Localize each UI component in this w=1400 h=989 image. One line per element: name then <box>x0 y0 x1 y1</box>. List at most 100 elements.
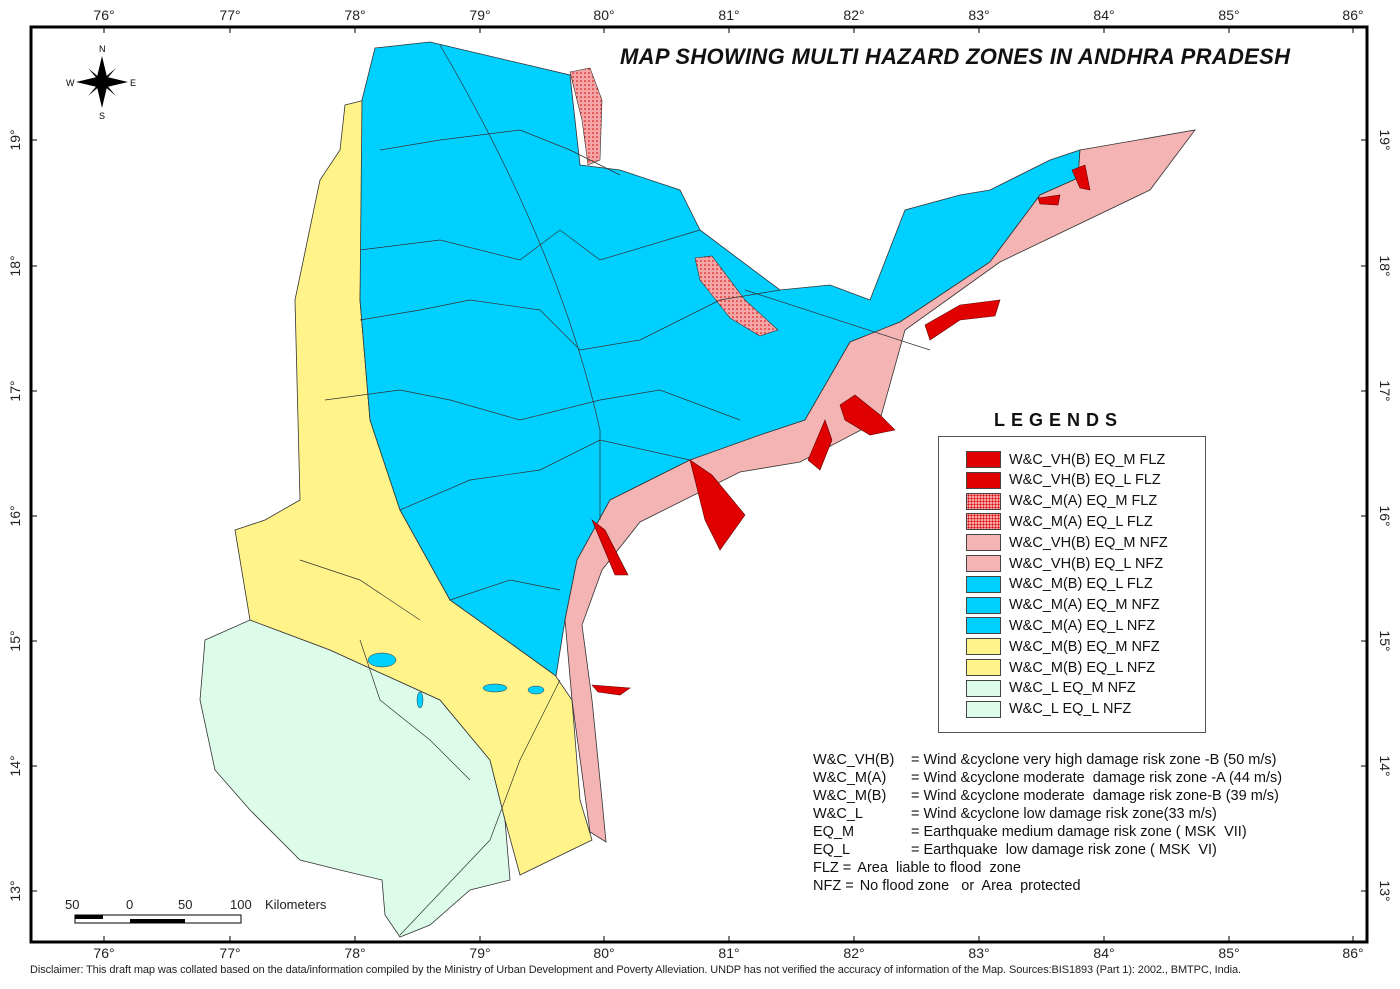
scale-label: 50 <box>65 897 79 912</box>
reservoirs <box>367 652 545 709</box>
map-title: MAP SHOWING MULTI HAZARD ZONES IN ANDHRA… <box>620 44 1291 69</box>
definition-value: = Wind &cyclone low damage risk zone(33 … <box>911 806 1217 822</box>
coordinate-tick-label: 81° <box>718 945 739 961</box>
coordinate-tick-label: 19° <box>7 129 23 150</box>
coordinate-tick-label: 15° <box>7 630 23 651</box>
legend-swatch <box>966 471 1001 489</box>
coordinate-tick-label: 13° <box>7 880 23 901</box>
abbreviation-definitions: W&C_VH(B) = Wind &cyclone very high damag… <box>813 751 1282 895</box>
scale-label: 0 <box>126 897 133 912</box>
legend-item: W&C_VH(B) EQ_L FLZ <box>966 470 1161 491</box>
coordinate-tick-label: 83° <box>968 7 989 23</box>
coordinate-tick-label: 19° <box>1377 129 1393 150</box>
coordinate-tick-label: 76° <box>93 945 114 961</box>
scale-unit: Kilometers <box>265 897 327 912</box>
compass-s: S <box>99 111 105 121</box>
legend-swatch <box>966 700 1001 718</box>
legend-item: W&C_M(A) EQ_L FLZ <box>966 511 1153 532</box>
legend-item: W&C_VH(B) EQ_L NFZ <box>966 553 1163 574</box>
legend-item: W&C_M(B) EQ_M NFZ <box>966 636 1160 657</box>
legend-item: W&C_VH(B) EQ_M NFZ <box>966 532 1168 553</box>
legend-swatch <box>966 451 1001 468</box>
legend-label: W&C_M(B) EQ_M NFZ <box>1009 638 1160 655</box>
scale-label: 50 <box>178 897 192 912</box>
legend-item: W&C_L EQ_M NFZ <box>966 678 1136 699</box>
compass-e: E <box>130 78 136 88</box>
compass-rose: N S E W <box>66 44 136 121</box>
scale-bar: 50 0 50 100 Kilometers <box>65 897 327 924</box>
coordinate-tick-label: 15° <box>1377 630 1393 651</box>
coordinate-tick-label: 86° <box>1342 7 1363 23</box>
coordinate-tick-label: 82° <box>843 945 864 961</box>
legend-label: W&C_L EQ_L NFZ <box>1009 701 1132 718</box>
coordinate-tick-label: 82° <box>843 7 864 23</box>
definition-value: No flood zone or Area protected <box>859 878 1081 894</box>
legend-item: W&C_M(A) EQ_M NFZ <box>966 595 1160 616</box>
legend-swatch <box>966 513 1001 531</box>
definition-row: NFZ = No flood zone or Area protected <box>813 877 1282 895</box>
legend-item: W&C_M(B) EQ_L NFZ <box>966 657 1155 678</box>
legend-swatch <box>966 659 1001 676</box>
definition-row: W&C_L = Wind &cyclone low damage risk zon… <box>813 805 1282 823</box>
coordinate-tick-label: 14° <box>1377 755 1393 776</box>
legend-swatch <box>966 492 1001 510</box>
legend-swatch <box>966 679 1001 697</box>
coordinate-tick-label: 16° <box>1377 505 1393 526</box>
legend-label: W&C_M(B) EQ_L FLZ <box>1009 576 1153 593</box>
legend-label: W&C_M(A) EQ_L FLZ <box>1009 513 1153 530</box>
coordinate-tick-label: 81° <box>718 7 739 23</box>
coordinate-tick-label: 14° <box>7 755 23 776</box>
definition-row: EQ_M = Earthquake medium damage risk zone… <box>813 823 1282 841</box>
definition-key: W&C_VH(B) <box>813 752 895 768</box>
zone-dotted-river <box>694 255 779 337</box>
coordinate-tick-label: 78° <box>344 945 365 961</box>
district-boundaries <box>299 44 931 936</box>
legend-label: W&C_VH(B) EQ_M FLZ <box>1009 451 1166 468</box>
zone-dotted-north <box>569 67 603 166</box>
legend-label: W&C_M(A) EQ_L NFZ <box>1009 617 1156 634</box>
coordinate-tick-label: 80° <box>593 945 614 961</box>
legend-label: W&C_M(A) EQ_M FLZ <box>1009 493 1158 510</box>
coordinate-tick-label: 18° <box>7 255 23 276</box>
coordinate-tick-label: 84° <box>1093 7 1114 23</box>
legend-box: W&C_VH(B) EQ_M FLZ W&C_VH(B) EQ_L FLZ W&C_… <box>938 436 1206 733</box>
legend-item: W&C_M(A) EQ_L NFZ <box>966 615 1155 636</box>
compass-w: W <box>66 78 75 88</box>
coordinate-tick-label: 18° <box>1377 255 1393 276</box>
legend-title: LEGENDS <box>994 410 1124 430</box>
legend-item: W&C_M(A) EQ_M FLZ <box>966 491 1157 512</box>
legend-swatch <box>966 555 1001 572</box>
definition-key: EQ_L <box>813 842 851 858</box>
legend-label: W&C_VH(B) EQ_M NFZ <box>1009 534 1168 551</box>
coordinate-tick-label: 79° <box>469 945 490 961</box>
legend-item: W&C_M(B) EQ_L FLZ <box>966 574 1153 595</box>
compass-n: N <box>99 44 106 54</box>
legend-label: W&C_VH(B) EQ_L NFZ <box>1009 555 1164 572</box>
coordinate-tick-label: 76° <box>93 7 114 23</box>
coordinate-tick-label: 85° <box>1218 7 1239 23</box>
definition-key: FLZ = <box>813 860 852 876</box>
coordinate-tick-label: 13° <box>1377 880 1393 901</box>
definition-value: = Wind &cyclone very high damage risk zo… <box>911 752 1277 768</box>
coordinate-tick-label: 78° <box>344 7 365 23</box>
definition-row: FLZ = Area liable to flood zone <box>813 859 1282 877</box>
definition-key: EQ_M <box>813 824 855 840</box>
scale-label: 100 <box>230 897 252 912</box>
legend-swatch <box>966 638 1001 656</box>
coordinate-tick-label: 83° <box>968 945 989 961</box>
coordinate-tick-label: 16° <box>7 505 23 526</box>
legend-swatch <box>966 534 1001 552</box>
coordinate-tick-label: 17° <box>7 380 23 401</box>
flood-zones-red <box>591 164 1091 696</box>
coordinate-tick-label: 80° <box>593 7 614 23</box>
definition-value: Area liable to flood zone <box>857 860 1021 876</box>
coordinate-tick-label: 79° <box>469 7 490 23</box>
legend-item: W&C_VH(B) EQ_M FLZ <box>966 449 1165 470</box>
legend-swatch <box>966 617 1001 635</box>
definition-row: W&C_VH(B) = Wind &cyclone very high damag… <box>813 751 1282 769</box>
legend-item: W&C_L EQ_L NFZ <box>966 699 1131 720</box>
coordinate-tick-label: 86° <box>1342 945 1363 961</box>
definition-key: NFZ = <box>813 878 854 894</box>
coordinate-tick-label: 84° <box>1093 945 1114 961</box>
